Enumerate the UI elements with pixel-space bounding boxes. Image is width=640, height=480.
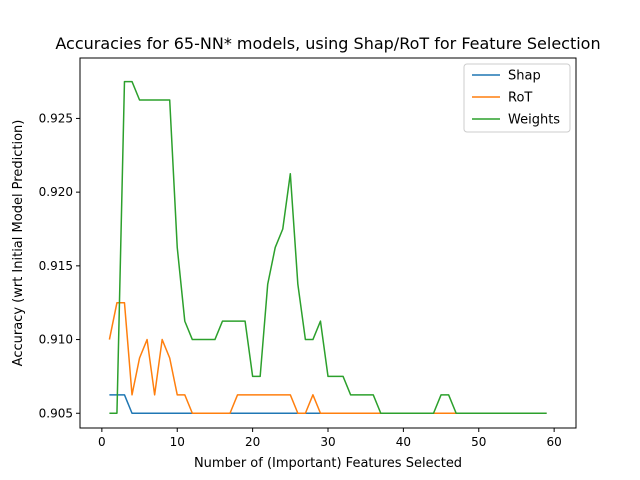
y-tick-label: 0.905 [39, 406, 73, 420]
legend-box [463, 63, 571, 133]
series-line-weights [109, 80, 547, 415]
y-axis: 0.905 0.910 0.915 0.920 0.925 [39, 111, 80, 420]
x-tick-label: 60 [546, 435, 561, 449]
x-tick-label: 0 [98, 435, 106, 449]
series-layer [108, 80, 547, 415]
x-tick-label: 20 [245, 435, 260, 449]
legend: Shap RoT Weights [463, 63, 571, 133]
y-tick-label: 0.925 [39, 111, 73, 125]
y-tick-label: 0.910 [39, 333, 73, 347]
legend-label-shap: Shap [508, 69, 541, 84]
x-tick-label: 40 [396, 435, 411, 449]
y-tick-label: 0.915 [39, 259, 73, 273]
x-tick-label: 50 [471, 435, 486, 449]
legend-label-rot: RoT [508, 91, 532, 106]
x-axis-label: Number of (Important) Features Selected [194, 456, 462, 471]
x-tick-label: 10 [170, 435, 185, 449]
legend-label-weights: Weights [508, 113, 560, 128]
x-tick-label: 30 [320, 435, 335, 449]
y-axis-label: Accuracy (wrt Initial Model Prediction) [11, 120, 26, 367]
y-tick-label: 0.920 [39, 185, 73, 199]
x-axis: 0 10 20 30 40 50 60 [98, 428, 562, 449]
chart-title: Accuracies for 65-NN* models, using Shap… [55, 34, 600, 53]
